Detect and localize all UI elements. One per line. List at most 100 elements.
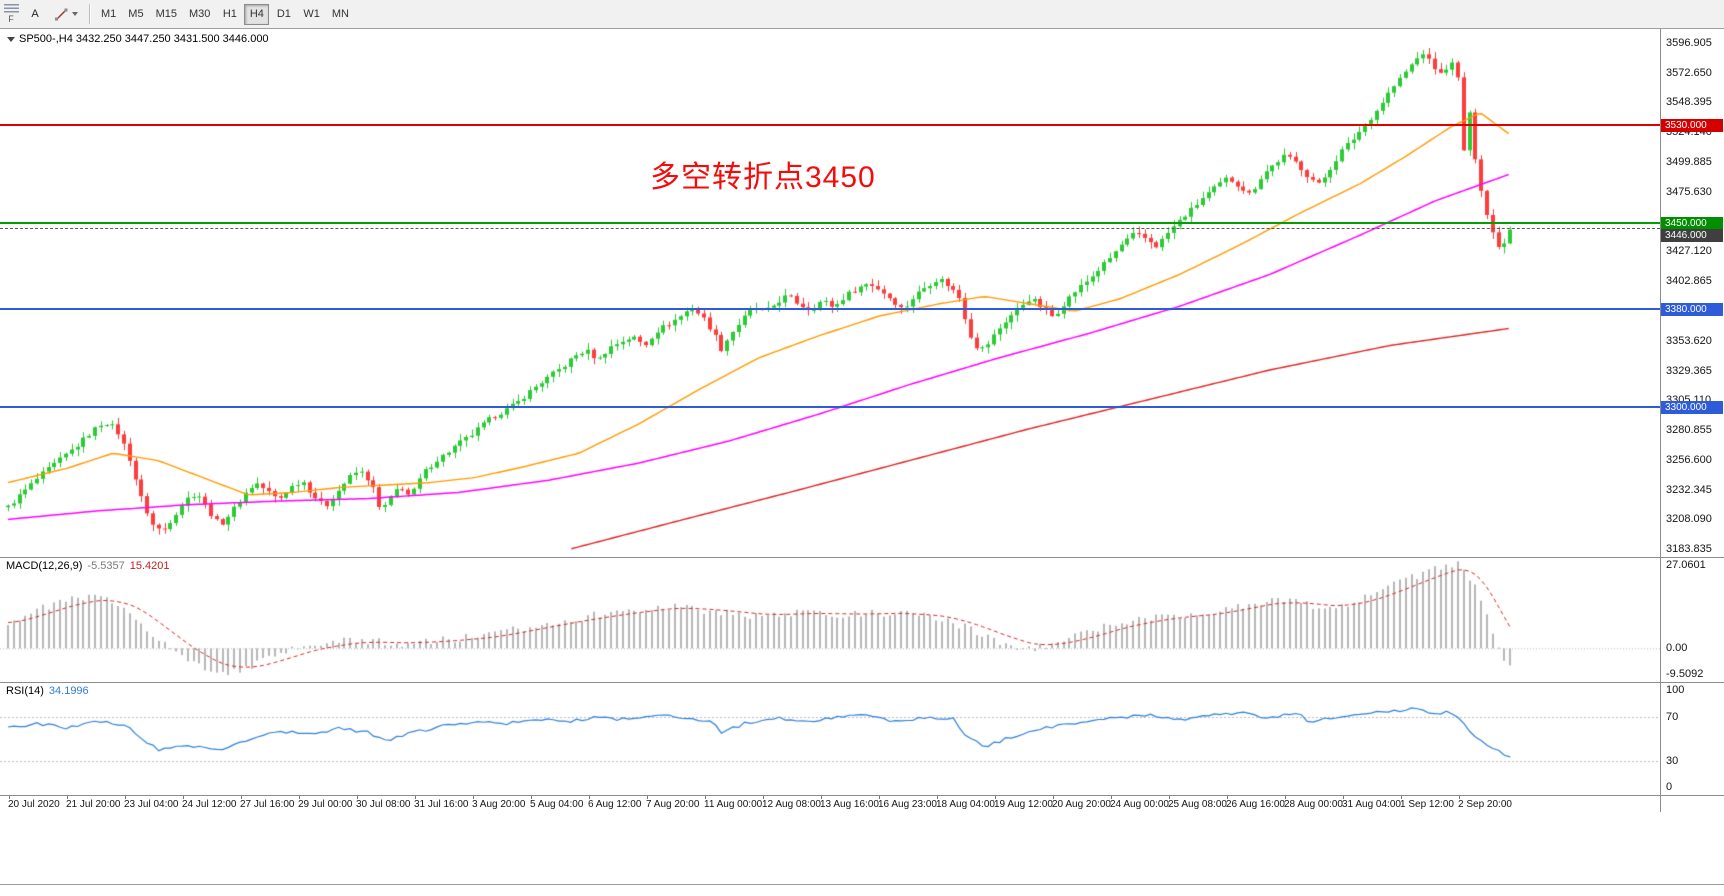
time-axis-tick <box>589 796 590 799</box>
time-axis-tick <box>821 796 822 799</box>
y-axis-label: 3183.835 <box>1666 543 1712 555</box>
toolbar-f-label: F <box>8 14 14 24</box>
timeframe-button-h1[interactable]: H1 <box>217 4 242 25</box>
panel-separator[interactable] <box>0 682 1724 683</box>
y-axis-label: 3499.885 <box>1666 155 1712 168</box>
x-axis-label: 27 Jul 16:00 <box>240 799 295 810</box>
price-tag-3300.000: 3300.000 <box>1661 401 1723 414</box>
timeframe-button-mn[interactable]: MN <box>327 4 354 25</box>
time-axis-tick <box>1285 796 1286 799</box>
list-icon[interactable] <box>3 4 19 14</box>
time-axis-tick <box>705 796 706 799</box>
time-axis-tick <box>995 796 996 799</box>
window-bottom-edge <box>0 884 1724 885</box>
time-axis-tick <box>415 796 416 799</box>
x-axis-label: 24 Aug 00:00 <box>1110 799 1169 810</box>
x-axis-label: 11 Aug 00:00 <box>704 799 763 810</box>
x-axis-label: 12 Aug 08:00 <box>762 799 821 810</box>
symbol-ohlc-text: SP500-,H4 3432.250 3447.250 3431.500 344… <box>19 33 269 45</box>
time-axis-tick <box>299 796 300 799</box>
y-axis-label: 3208.090 <box>1666 513 1712 526</box>
x-axis-label: 24 Jul 12:00 <box>182 799 237 810</box>
timeframe-button-m1[interactable]: M1 <box>96 4 121 25</box>
horizontal-line-3450.000[interactable] <box>0 222 1660 224</box>
timeframe-group: M1 M5 M15 M30 H1 H4 D1 W1 MN <box>95 3 355 25</box>
timeframe-button-h4[interactable]: H4 <box>244 3 270 25</box>
timeframe-button-m15[interactable]: M15 <box>151 4 182 25</box>
x-axis-label: 31 Jul 16:00 <box>414 799 469 810</box>
rsi-canvas[interactable] <box>0 683 1660 795</box>
x-axis-label: 25 Aug 08:00 <box>1168 799 1227 810</box>
symbol-dropdown-icon[interactable] <box>7 36 15 42</box>
symbol-title: SP500-,H4 3432.250 3447.250 3431.500 344… <box>7 33 269 45</box>
rsi-axis-label: 30 <box>1666 754 1679 767</box>
time-axis-tick <box>1053 796 1054 799</box>
y-axis-label: 3427.120 <box>1666 244 1712 257</box>
horizontal-line-3380.000[interactable] <box>0 308 1660 310</box>
time-axis-tick <box>1111 796 1112 799</box>
rsi-header: RSI(14) 34.1996 <box>6 685 89 697</box>
price-axis-border <box>1660 29 1661 812</box>
x-axis-label: 20 Aug 20:00 <box>1052 799 1111 810</box>
time-axis-tick <box>67 796 68 799</box>
x-axis-label: 16 Aug 23:00 <box>878 799 937 810</box>
y-axis-label: 3256.600 <box>1666 453 1712 466</box>
panel-separator[interactable] <box>0 557 1724 558</box>
timeframe-button-m5[interactable]: M5 <box>123 4 148 25</box>
toolbar-separator <box>89 4 90 24</box>
macd-header: MACD(12,26,9) -5.5357 15.4201 <box>6 560 170 572</box>
time-axis-tick <box>9 796 10 799</box>
x-axis-label: 29 Jul 00:00 <box>298 799 353 810</box>
time-axis-tick <box>1227 796 1228 799</box>
rsi-axis-label: 0 <box>1666 781 1673 793</box>
text-tool-label: A <box>31 8 39 20</box>
x-axis-label: 2 Sep 20:00 <box>1458 799 1512 810</box>
x-axis-label: 1 Sep 12:00 <box>1400 799 1454 810</box>
x-axis-label: 21 Jul 20:00 <box>66 799 121 810</box>
horizontal-line-3446.000[interactable] <box>0 228 1660 229</box>
text-tool-button[interactable]: A <box>23 3 47 25</box>
y-axis-label: 3572.650 <box>1666 66 1712 79</box>
time-axis-tick <box>183 796 184 799</box>
x-axis-label: 20 Jul 2020 <box>8 799 60 810</box>
macd-canvas[interactable] <box>0 558 1660 682</box>
time-axis-tick <box>125 796 126 799</box>
timeframe-button-d1[interactable]: D1 <box>271 4 296 25</box>
main-chart-canvas[interactable] <box>0 29 1660 557</box>
toolbar: F A M1 M5 M15 M30 H1 H4 D1 W1 MN <box>0 0 1724 29</box>
x-axis-label: 5 Aug 04:00 <box>530 799 584 810</box>
macd-signal-value: 15.4201 <box>129 560 170 572</box>
macd-axis-label: 0.00 <box>1666 642 1688 655</box>
trendline-tool-button[interactable] <box>49 3 83 25</box>
time-axis-tick <box>241 796 242 799</box>
y-axis-label: 3475.630 <box>1666 185 1712 198</box>
time-axis-line[interactable] <box>0 795 1724 796</box>
time-axis-tick <box>1169 796 1170 799</box>
y-axis-label: 3548.395 <box>1666 96 1712 109</box>
timeframe-button-w1[interactable]: W1 <box>298 4 325 25</box>
y-axis-label: 3232.345 <box>1666 483 1712 496</box>
time-axis-tick <box>357 796 358 799</box>
price-tag-3446.000: 3446.000 <box>1661 229 1723 242</box>
x-axis-label: 13 Aug 16:00 <box>820 799 879 810</box>
rsi-axis-label: 70 <box>1666 711 1679 724</box>
dropdown-caret-icon <box>72 12 78 16</box>
time-axis-tick <box>879 796 880 799</box>
horizontal-line-3300.000[interactable] <box>0 406 1660 408</box>
time-axis-tick <box>531 796 532 799</box>
macd-main-value: -5.5357 <box>87 560 125 572</box>
x-axis-label: 18 Aug 04:00 <box>936 799 995 810</box>
x-axis-label: 30 Jul 08:00 <box>356 799 411 810</box>
time-axis-tick <box>1459 796 1460 799</box>
price-tag-3380.000: 3380.000 <box>1661 303 1723 316</box>
x-axis-label: 31 Aug 04:00 <box>1342 799 1401 810</box>
timeframe-button-m30[interactable]: M30 <box>184 4 215 25</box>
rsi-axis-label: 100 <box>1666 684 1685 696</box>
macd-axis-label: -9.5092 <box>1666 668 1704 680</box>
time-axis-tick <box>647 796 648 799</box>
y-axis-label: 3329.365 <box>1666 364 1712 377</box>
horizontal-line-3530.000[interactable] <box>0 124 1660 126</box>
time-axis-tick <box>763 796 764 799</box>
chart-annotation[interactable]: 多空转折点3450 <box>650 161 876 194</box>
y-axis-label: 3402.865 <box>1666 274 1712 287</box>
